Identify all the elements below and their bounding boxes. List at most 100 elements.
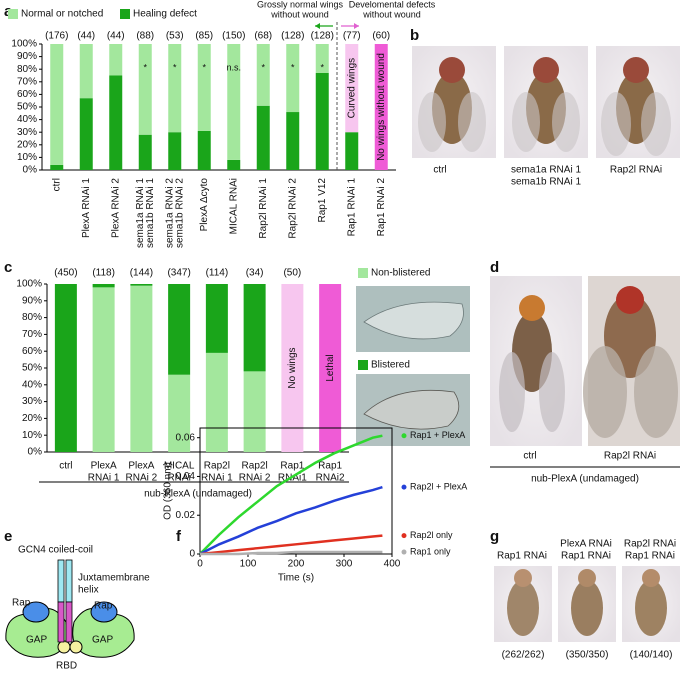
bar-segment: [50, 44, 64, 165]
x-tick-label: ctrl: [59, 461, 72, 472]
x-tick-label: sema1a RNAi 1: [135, 178, 146, 248]
photo-label: Rap2l RNAi: [604, 451, 656, 462]
y-tick-label: 100%: [11, 39, 37, 50]
y-tick-label: 60%: [17, 89, 37, 100]
significance: n.s.: [226, 62, 241, 72]
legend-dot: [401, 484, 407, 490]
legend-label: Rap1 + PlexA: [410, 430, 465, 440]
sample-size: (88): [136, 31, 154, 42]
sample-size: (128): [281, 31, 304, 42]
panel-letter: d: [490, 259, 499, 276]
bar-segment: [168, 132, 182, 170]
wing-photos: [356, 286, 470, 446]
bar-segment: [197, 130, 211, 170]
sample-size: (34): [246, 268, 264, 279]
x-tick-label: 200: [288, 559, 305, 570]
x-tick-label: Rap1 V12: [317, 178, 328, 223]
bar-segment: [205, 352, 228, 452]
bar-segment: [243, 371, 266, 452]
y-tick-label: 0.04: [176, 471, 196, 482]
legend-swatch: [120, 9, 130, 19]
fly-photos-b: [412, 46, 680, 158]
y-tick-label: 40%: [17, 114, 37, 125]
photo-count: (350/350): [566, 650, 609, 661]
panel-letter: c: [4, 259, 12, 276]
x-tick-label: Rap2l: [204, 461, 230, 472]
fly-photos-d: [490, 276, 680, 446]
legend-dot: [401, 549, 407, 555]
y-tick-label: 90%: [22, 295, 42, 306]
x-tick-label: PlexA: [91, 461, 117, 472]
legend-label: Normal or notched: [21, 9, 103, 20]
legend-swatch: [8, 9, 18, 19]
bar-segment: [319, 284, 342, 452]
in-bar-label: No wings: [287, 347, 298, 388]
panel-letter: f: [176, 528, 182, 545]
y-tick-label: 0.06: [176, 432, 196, 443]
y-tick-label: 10%: [17, 152, 37, 163]
y-tick-label: 50%: [17, 102, 37, 113]
significance: *: [173, 62, 177, 72]
sample-size: (128): [311, 31, 334, 42]
photo-label: sema1b RNAi 1: [511, 177, 581, 188]
y-tick-label: 0%: [28, 447, 43, 458]
bar-segment: [256, 105, 270, 170]
x-tick-label: Rap1 RNAi 2: [376, 178, 387, 237]
sample-size: (118): [92, 268, 115, 279]
photo-label: sema1a RNAi 1: [511, 165, 581, 176]
x-tick-label: PlexA Δcyto: [199, 178, 210, 232]
bar-segment: [54, 284, 77, 452]
sample-size: (50): [283, 268, 301, 279]
x-tick-label: RNAi 2: [239, 473, 271, 484]
photo-label: ctrl: [433, 165, 446, 176]
photo-count: (140/140): [630, 650, 673, 661]
y-tick-label: 60%: [22, 346, 42, 357]
y-tick-label: 80%: [17, 64, 37, 75]
bar-segment: [205, 284, 228, 353]
panel-letter: e: [4, 528, 12, 545]
diagram-label: helix: [78, 585, 99, 596]
bar-segment: [168, 284, 191, 375]
photo-label: Rap2l RNAi: [610, 165, 662, 176]
x-tick-label: Rap1: [318, 461, 342, 472]
bar-segment: [227, 44, 241, 160]
diagram-e: [5, 559, 135, 658]
diagram-label: GAP: [26, 635, 47, 646]
legend-label: Healing defect: [133, 9, 197, 20]
bar-segment: [197, 44, 211, 131]
annotation: without wound: [362, 9, 421, 19]
y-tick-label: 30%: [17, 127, 37, 138]
in-bar-label: Curved wings: [346, 58, 357, 119]
sample-size: (176): [45, 31, 68, 42]
x-tick-label: ctrl: [51, 178, 62, 191]
y-tick-label: 70%: [22, 329, 42, 340]
diagram-label: GAP: [92, 635, 113, 646]
y-tick-label: 20%: [17, 139, 37, 150]
y-tick-label: 0.02: [176, 510, 196, 521]
significance: *: [291, 62, 295, 72]
bar-segment: [92, 287, 115, 452]
bar-segment: [345, 132, 359, 170]
x-tick-label: 400: [384, 559, 401, 570]
x-tick-label: Rap2l: [242, 461, 268, 472]
bar-segment: [79, 98, 93, 170]
sample-size: (85): [195, 31, 213, 42]
annotation-arrowhead: [354, 23, 359, 29]
sample-size: (44): [107, 31, 125, 42]
bar-segment: [92, 284, 115, 288]
x-axis-title: Time (s): [278, 573, 314, 584]
bar-segment: [130, 284, 153, 286]
sample-size: (53): [166, 31, 184, 42]
legend-swatch: [358, 268, 368, 278]
bar-segment: [79, 44, 93, 99]
series-line: [200, 550, 383, 556]
legend-label: Rap1 only: [410, 546, 451, 556]
photo-label: Rap1 RNAi: [497, 551, 547, 562]
y-tick-label: 0%: [23, 165, 38, 176]
x-tick-label: RNAi 2: [126, 473, 158, 484]
panel-letter: g: [490, 528, 499, 545]
fly-photos-g: [494, 566, 680, 642]
annotation: Develomental defects: [349, 0, 436, 9]
diagram-label: GCN4 coiled-coil: [18, 545, 93, 556]
photo-label: PlexA RNAi: [560, 539, 612, 550]
